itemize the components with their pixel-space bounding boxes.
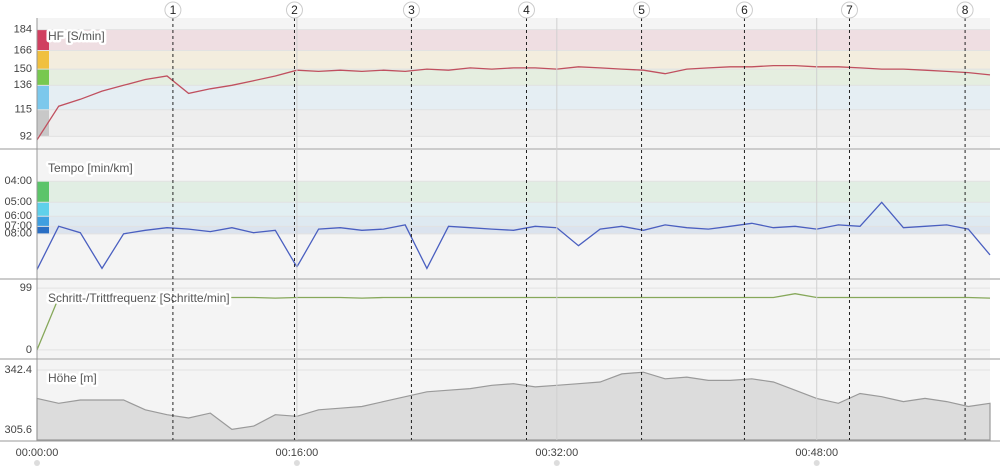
x-tick-dot — [813, 460, 820, 466]
zone-band — [37, 29, 990, 51]
y-tick-label: 184 — [14, 24, 32, 36]
y-tick-label: 136 — [14, 79, 32, 91]
x-tick-label: 00:00:00 — [16, 447, 59, 459]
data-line — [36, 293, 991, 351]
lap-label: 5 — [638, 3, 645, 17]
y-tick-label: 115 — [14, 104, 32, 116]
lap-marker — [735, 1, 753, 19]
lap-label: 2 — [291, 3, 298, 17]
zone-band — [37, 216, 990, 227]
panel-background — [37, 150, 990, 278]
zone-bar — [37, 181, 49, 203]
zone-bar — [37, 109, 49, 137]
zone-bar — [37, 202, 49, 217]
lap-label: 7 — [846, 3, 853, 17]
panel-background — [37, 18, 990, 148]
lap-marker — [285, 1, 303, 19]
zone-band — [37, 50, 990, 70]
y-tick-label: 07:00 — [4, 220, 32, 232]
panel-title: Tempo [min/km] — [48, 161, 133, 175]
zone-bar — [37, 29, 49, 51]
y-tick-label: 150 — [14, 63, 32, 75]
panel-title: Schritt-/Trittfrequenz [Schritte/min] — [48, 291, 230, 305]
zone-bar — [37, 216, 49, 227]
y-tick-label: 05:00 — [4, 196, 32, 208]
y-tick-label: 305.6 — [4, 424, 32, 436]
y-tick-label: 0 — [26, 344, 32, 356]
lap-label: 6 — [741, 3, 748, 17]
x-tick-label: 00:48:00 — [795, 447, 838, 459]
x-tick-dot — [34, 460, 40, 466]
lap-marker — [840, 1, 858, 19]
panel-title: HF [S/min] — [48, 29, 105, 43]
y-tick-label: 06:00 — [4, 210, 32, 222]
zone-band — [37, 85, 990, 110]
y-tick-label: 92 — [20, 130, 32, 142]
x-tick-label: 00:32:00 — [535, 447, 578, 459]
zone-bar — [37, 50, 49, 70]
lap-label: 8 — [962, 3, 969, 17]
lap-label: 4 — [523, 3, 530, 17]
lap-marker — [164, 1, 182, 19]
x-tick-dot — [293, 460, 300, 466]
zone-band — [37, 69, 990, 86]
data-line — [36, 64, 991, 141]
y-tick-label: 166 — [14, 44, 32, 56]
lap-marker — [633, 1, 651, 19]
zone-band — [37, 181, 990, 203]
zone-bar — [37, 85, 49, 110]
panel-background — [37, 280, 990, 358]
panel-title: Höhe [m] — [48, 371, 97, 385]
zone-band — [37, 202, 990, 217]
zone-bar — [37, 69, 49, 86]
lap-marker — [402, 1, 420, 19]
lap-marker — [956, 1, 974, 19]
lap-label: 3 — [408, 3, 415, 17]
zone-bar — [37, 226, 49, 234]
data-area — [36, 371, 991, 441]
lap-marker — [517, 1, 535, 19]
y-tick-label: 342.4 — [4, 364, 32, 376]
y-tick-label: 99 — [20, 282, 32, 294]
x-tick-dot — [553, 460, 560, 466]
y-tick-label: 04:00 — [4, 175, 32, 187]
data-line — [36, 201, 991, 270]
y-tick-label: 08:00 — [4, 228, 32, 240]
lap-label: 1 — [170, 3, 177, 17]
zone-band — [37, 109, 990, 137]
x-tick-label: 00:16:00 — [275, 447, 318, 459]
